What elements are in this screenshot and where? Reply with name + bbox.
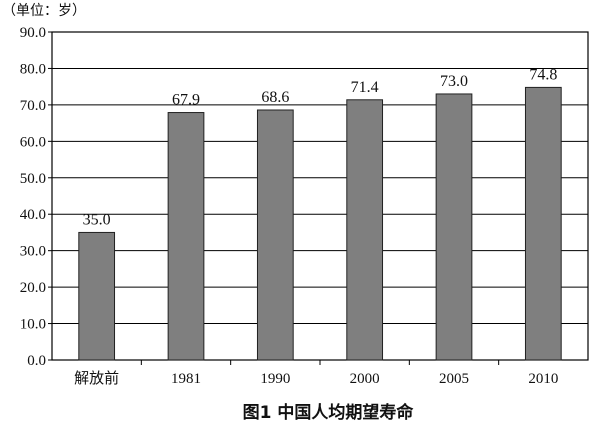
data-label: 71.4	[351, 79, 379, 96]
gridlines	[48, 31, 588, 361]
y-tick-label: 30.0	[20, 244, 46, 260]
x-tick-label: 2000	[350, 371, 380, 387]
data-label: 67.9	[172, 92, 200, 109]
unit-note: （单位：岁）	[2, 3, 86, 19]
axes	[51, 31, 589, 365]
y-tick-label: 50.0	[20, 171, 46, 187]
y-tick-label: 70.0	[20, 98, 46, 114]
y-tick-label: 10.0	[20, 317, 46, 333]
bar	[524, 86, 562, 361]
bar	[346, 99, 384, 361]
x-tick-label: 2010	[528, 371, 558, 387]
data-label: 68.6	[261, 89, 289, 106]
data-labels: 35.0 67.9 68.6 71.4 73.0 74.8	[83, 66, 558, 228]
x-tick-labels: 解放前 1981 1990 2000 2005 2010	[74, 370, 558, 387]
bars	[78, 86, 562, 361]
chart-title: 图1 中国人均期望寿命	[243, 402, 415, 423]
x-tick-label: 2005	[439, 371, 469, 387]
x-tick-label: 1981	[171, 371, 201, 387]
bar	[78, 231, 116, 361]
y-tick-label: 90.0	[20, 25, 46, 41]
y-tick-label: 0.0	[27, 353, 46, 369]
x-tick-label: 解放前	[74, 370, 119, 387]
y-tick-label: 80.0	[20, 61, 46, 77]
data-label: 74.8	[529, 66, 557, 83]
plot-frame	[51, 31, 589, 361]
bar	[167, 112, 205, 361]
x-tick-label: 1990	[260, 371, 290, 387]
data-label: 35.0	[83, 211, 111, 228]
y-tick-label: 60.0	[20, 134, 46, 150]
bar	[256, 109, 294, 361]
bar	[435, 93, 473, 361]
y-tick-label: 40.0	[20, 207, 46, 223]
y-tick-label: 20.0	[20, 280, 46, 296]
y-tick-labels: 0.0 10.0 20.0 30.0 40.0 50.0 60.0 70.0 80.0 90.0	[20, 25, 46, 369]
data-label: 73.0	[440, 73, 468, 90]
